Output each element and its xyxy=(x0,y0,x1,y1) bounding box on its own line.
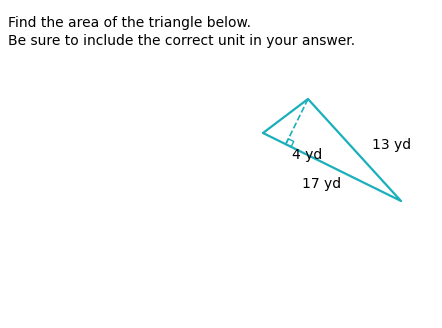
Text: 13 yd: 13 yd xyxy=(373,138,412,152)
Text: 4 yd: 4 yd xyxy=(292,148,322,162)
Text: 17 yd: 17 yd xyxy=(302,177,341,191)
Text: Find the area of the triangle below.: Find the area of the triangle below. xyxy=(8,16,251,30)
Text: Be sure to include the correct unit in your answer.: Be sure to include the correct unit in y… xyxy=(8,34,355,48)
